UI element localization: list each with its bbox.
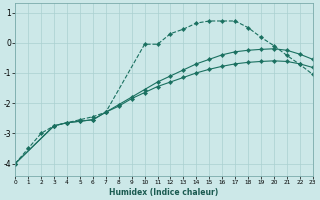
X-axis label: Humidex (Indice chaleur): Humidex (Indice chaleur)	[109, 188, 219, 197]
